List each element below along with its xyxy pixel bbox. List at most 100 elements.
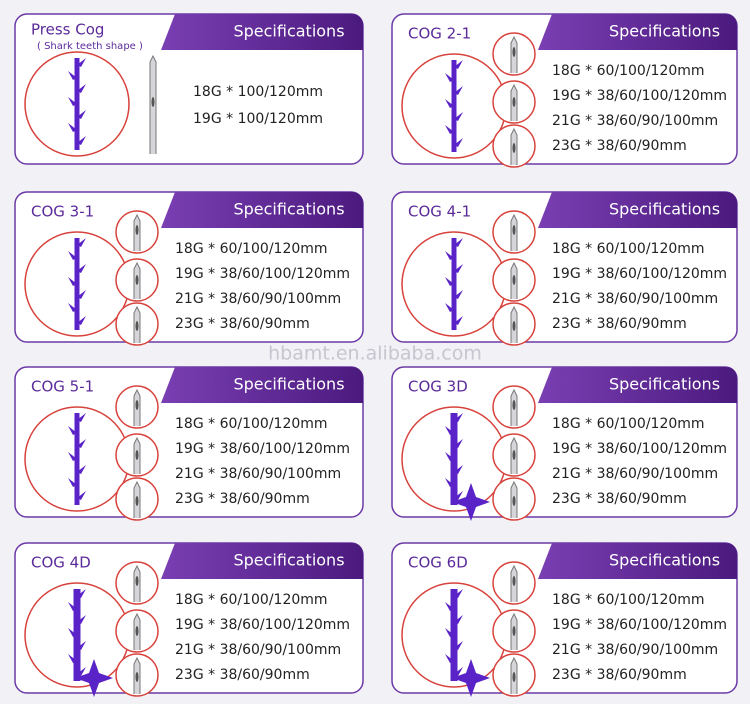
barb	[454, 413, 463, 422]
barb	[77, 465, 86, 474]
barb	[68, 277, 77, 286]
barb	[445, 654, 454, 663]
spec: 21G * 38/60/90/100mm	[552, 291, 718, 307]
header-bar	[161, 14, 363, 50]
barb	[77, 615, 86, 624]
barb	[454, 290, 463, 299]
spec: 23G * 38/60/90mm	[552, 138, 687, 154]
barb	[445, 73, 454, 82]
barb	[77, 84, 86, 93]
barb	[77, 58, 86, 67]
needle-eye	[512, 626, 516, 636]
barb	[68, 478, 77, 487]
needle-eye	[135, 576, 139, 586]
header: Specifications	[233, 22, 344, 41]
barb	[68, 452, 77, 461]
header: Specifications	[233, 200, 344, 219]
card-title: COG 2-1	[408, 25, 471, 43]
spec: 19G * 38/60/100/120mm	[175, 617, 350, 633]
needle-eye	[512, 672, 516, 682]
needle-eye	[512, 450, 516, 460]
needle-eye	[135, 496, 139, 506]
cross-section	[452, 483, 490, 521]
card-title: COG 3-1	[31, 203, 94, 221]
spec: 21G * 38/60/90/100mm	[552, 113, 718, 129]
barb	[77, 667, 86, 676]
spec: 21G * 38/60/90/100mm	[175, 642, 341, 658]
barb	[454, 667, 463, 676]
card-title: COG 4-1	[408, 203, 471, 221]
needle-eye	[512, 225, 516, 235]
spec: 18G * 60/100/120mm	[552, 592, 705, 608]
spec: 23G * 38/60/90mm	[552, 316, 687, 332]
barb	[68, 654, 77, 663]
spec: 23G * 38/60/90mm	[175, 667, 310, 683]
spec: 21G * 38/60/90/100mm	[175, 466, 341, 482]
needle-eye	[512, 275, 516, 285]
header-bar	[161, 367, 363, 403]
barb	[77, 316, 86, 325]
barb	[445, 602, 454, 611]
barb	[454, 138, 463, 147]
spec: 23G * 38/60/90mm	[175, 491, 310, 507]
card-title: COG 4D	[31, 554, 91, 572]
spec: 18G * 60/100/120mm	[175, 592, 328, 608]
barb	[77, 439, 86, 448]
spec: 18G * 60/100/120mm	[175, 241, 328, 257]
barb	[445, 303, 454, 312]
barb	[445, 277, 454, 286]
header: Specifications	[609, 22, 720, 41]
spec: 19G * 38/60/100/120mm	[552, 88, 727, 104]
barb	[77, 238, 86, 247]
needle-eye	[512, 576, 516, 586]
card-subtitle: ( Shark teeth shape )	[37, 41, 143, 52]
header-bar	[538, 192, 737, 228]
spec: 18G * 100/120mm	[193, 84, 323, 100]
barb	[454, 615, 463, 624]
barb	[68, 71, 77, 80]
barb	[445, 452, 454, 461]
spec: 23G * 38/60/90mm	[552, 491, 687, 507]
barb	[68, 123, 77, 132]
header-bar	[538, 14, 737, 50]
barb	[454, 465, 463, 474]
needle-eye	[512, 321, 516, 331]
needle-eye	[135, 450, 139, 460]
header-bar	[161, 192, 363, 228]
spec: 21G * 38/60/90/100mm	[175, 291, 341, 307]
spec: 19G * 38/60/100/120mm	[175, 441, 350, 457]
needle-eye	[512, 496, 516, 506]
card-title: COG 5-1	[31, 378, 94, 396]
barb	[68, 426, 77, 435]
spec: 18G * 60/100/120mm	[552, 63, 705, 79]
barb	[445, 426, 454, 435]
needle-eye	[512, 143, 516, 153]
card-title: COG 3D	[408, 378, 468, 396]
spec: 21G * 38/60/90/100mm	[552, 642, 718, 658]
header: Specifications	[233, 375, 344, 394]
header: Specifications	[609, 375, 720, 394]
needle-eye	[512, 400, 516, 410]
spec: 19G * 38/60/100/120mm	[552, 441, 727, 457]
barb	[68, 628, 77, 637]
needle-eye	[512, 47, 516, 57]
barb	[77, 290, 86, 299]
spec: 23G * 38/60/90mm	[552, 667, 687, 683]
cross-section	[452, 659, 490, 697]
barb	[454, 316, 463, 325]
needle-eye	[135, 400, 139, 410]
header-bar	[538, 543, 737, 579]
barb	[77, 589, 86, 598]
barb	[454, 238, 463, 247]
barb	[454, 641, 463, 650]
barb	[77, 413, 86, 422]
card-title: Press Cog	[31, 21, 104, 39]
header: Specifications	[609, 551, 720, 570]
needle-eye	[512, 97, 516, 107]
barb	[445, 125, 454, 134]
needle-eye	[135, 672, 139, 682]
barb	[445, 99, 454, 108]
header: Specifications	[609, 200, 720, 219]
barb	[454, 439, 463, 448]
